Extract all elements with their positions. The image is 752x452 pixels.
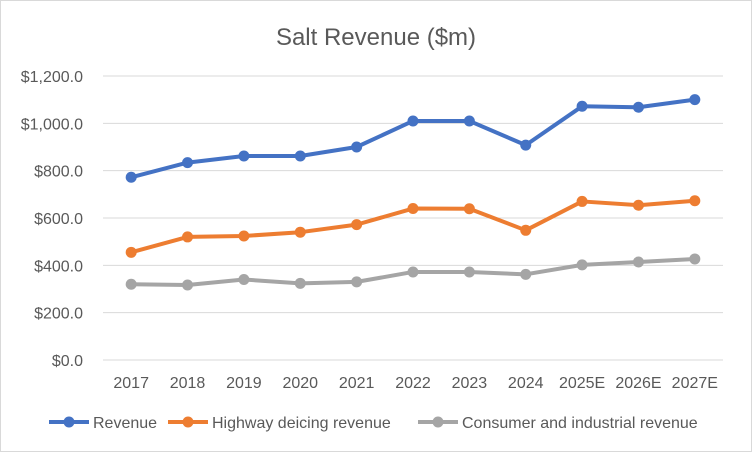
y-tick-label: $800.0: [34, 164, 83, 181]
data-point: [125, 246, 137, 258]
y-tick-label: $400.0: [34, 258, 83, 275]
legend-swatch-marker: [63, 416, 75, 428]
data-point: [520, 139, 532, 151]
data-point: [576, 195, 588, 207]
data-point: [520, 268, 532, 280]
x-tick-label: 2027E: [672, 375, 718, 392]
data-point: [463, 203, 475, 215]
x-tick-label: 2021: [339, 375, 375, 392]
data-point: [182, 157, 194, 169]
data-point: [125, 171, 137, 183]
y-tick-label: $1,200.0: [21, 69, 83, 86]
data-point: [351, 141, 363, 153]
series-highway-deicing-revenue: [125, 195, 701, 258]
x-tick-label: 2023: [452, 375, 488, 392]
x-tick-label: 2026E: [615, 375, 661, 392]
series-revenue: [125, 94, 701, 183]
legend-swatch-marker: [182, 416, 194, 428]
data-point: [238, 150, 250, 162]
legend-label: Revenue: [93, 415, 157, 432]
data-point: [351, 219, 363, 231]
y-tick-label: $200.0: [34, 306, 83, 323]
data-point: [689, 94, 701, 106]
legend-label: Consumer and industrial revenue: [462, 415, 698, 432]
data-point: [576, 259, 588, 271]
legend-label: Highway deicing revenue: [212, 415, 391, 432]
data-point: [520, 224, 532, 236]
data-point: [632, 101, 644, 113]
series-consumer-and-industrial-revenue: [125, 253, 701, 291]
x-tick-label: 2022: [395, 375, 431, 392]
x-tick-label: 2020: [282, 375, 318, 392]
x-tick-label: 2025E: [559, 375, 605, 392]
data-point: [182, 279, 194, 291]
data-point: [125, 278, 137, 290]
legend-item: Revenue: [49, 415, 157, 432]
data-point: [689, 195, 701, 207]
data-point: [632, 256, 644, 268]
legend-swatch-marker: [432, 416, 444, 428]
y-axis-tick-labels: $0.0 $200.0 $400.0 $600.0 $800.0 $1,000.0 $1,2…: [21, 69, 83, 370]
data-point: [463, 115, 475, 127]
series-line: [129, 97, 697, 180]
data-point: [632, 199, 644, 211]
data-point: [294, 226, 306, 238]
x-tick-label: 2018: [170, 375, 206, 392]
data-point: [689, 253, 701, 265]
legend-item: Highway deicing revenue: [168, 415, 391, 432]
chart-title: Salt Revenue ($m): [276, 24, 476, 51]
data-point: [238, 230, 250, 242]
legend: Revenue Highway deicing revenue Consumer a…: [49, 415, 698, 432]
y-tick-label: $600.0: [34, 211, 83, 228]
data-point: [294, 150, 306, 162]
data-point: [463, 266, 475, 278]
x-tick-label: 2017: [113, 375, 149, 392]
data-point: [407, 115, 419, 127]
data-point: [407, 266, 419, 278]
x-axis-tick-labels: 2017 2018 2019 2020 2021 2022 2023 2024 2025E 202…: [113, 375, 718, 392]
data-series: [125, 94, 701, 291]
data-point: [294, 277, 306, 289]
data-point: [238, 274, 250, 286]
y-tick-label: $1,000.0: [21, 116, 83, 133]
x-tick-label: 2019: [226, 375, 262, 392]
data-point: [407, 203, 419, 215]
data-point: [182, 231, 194, 243]
y-tick-label: $0.0: [52, 353, 83, 370]
data-point: [576, 100, 588, 112]
legend-item: Consumer and industrial revenue: [418, 415, 698, 432]
x-tick-label: 2024: [508, 375, 544, 392]
data-point: [351, 276, 363, 288]
